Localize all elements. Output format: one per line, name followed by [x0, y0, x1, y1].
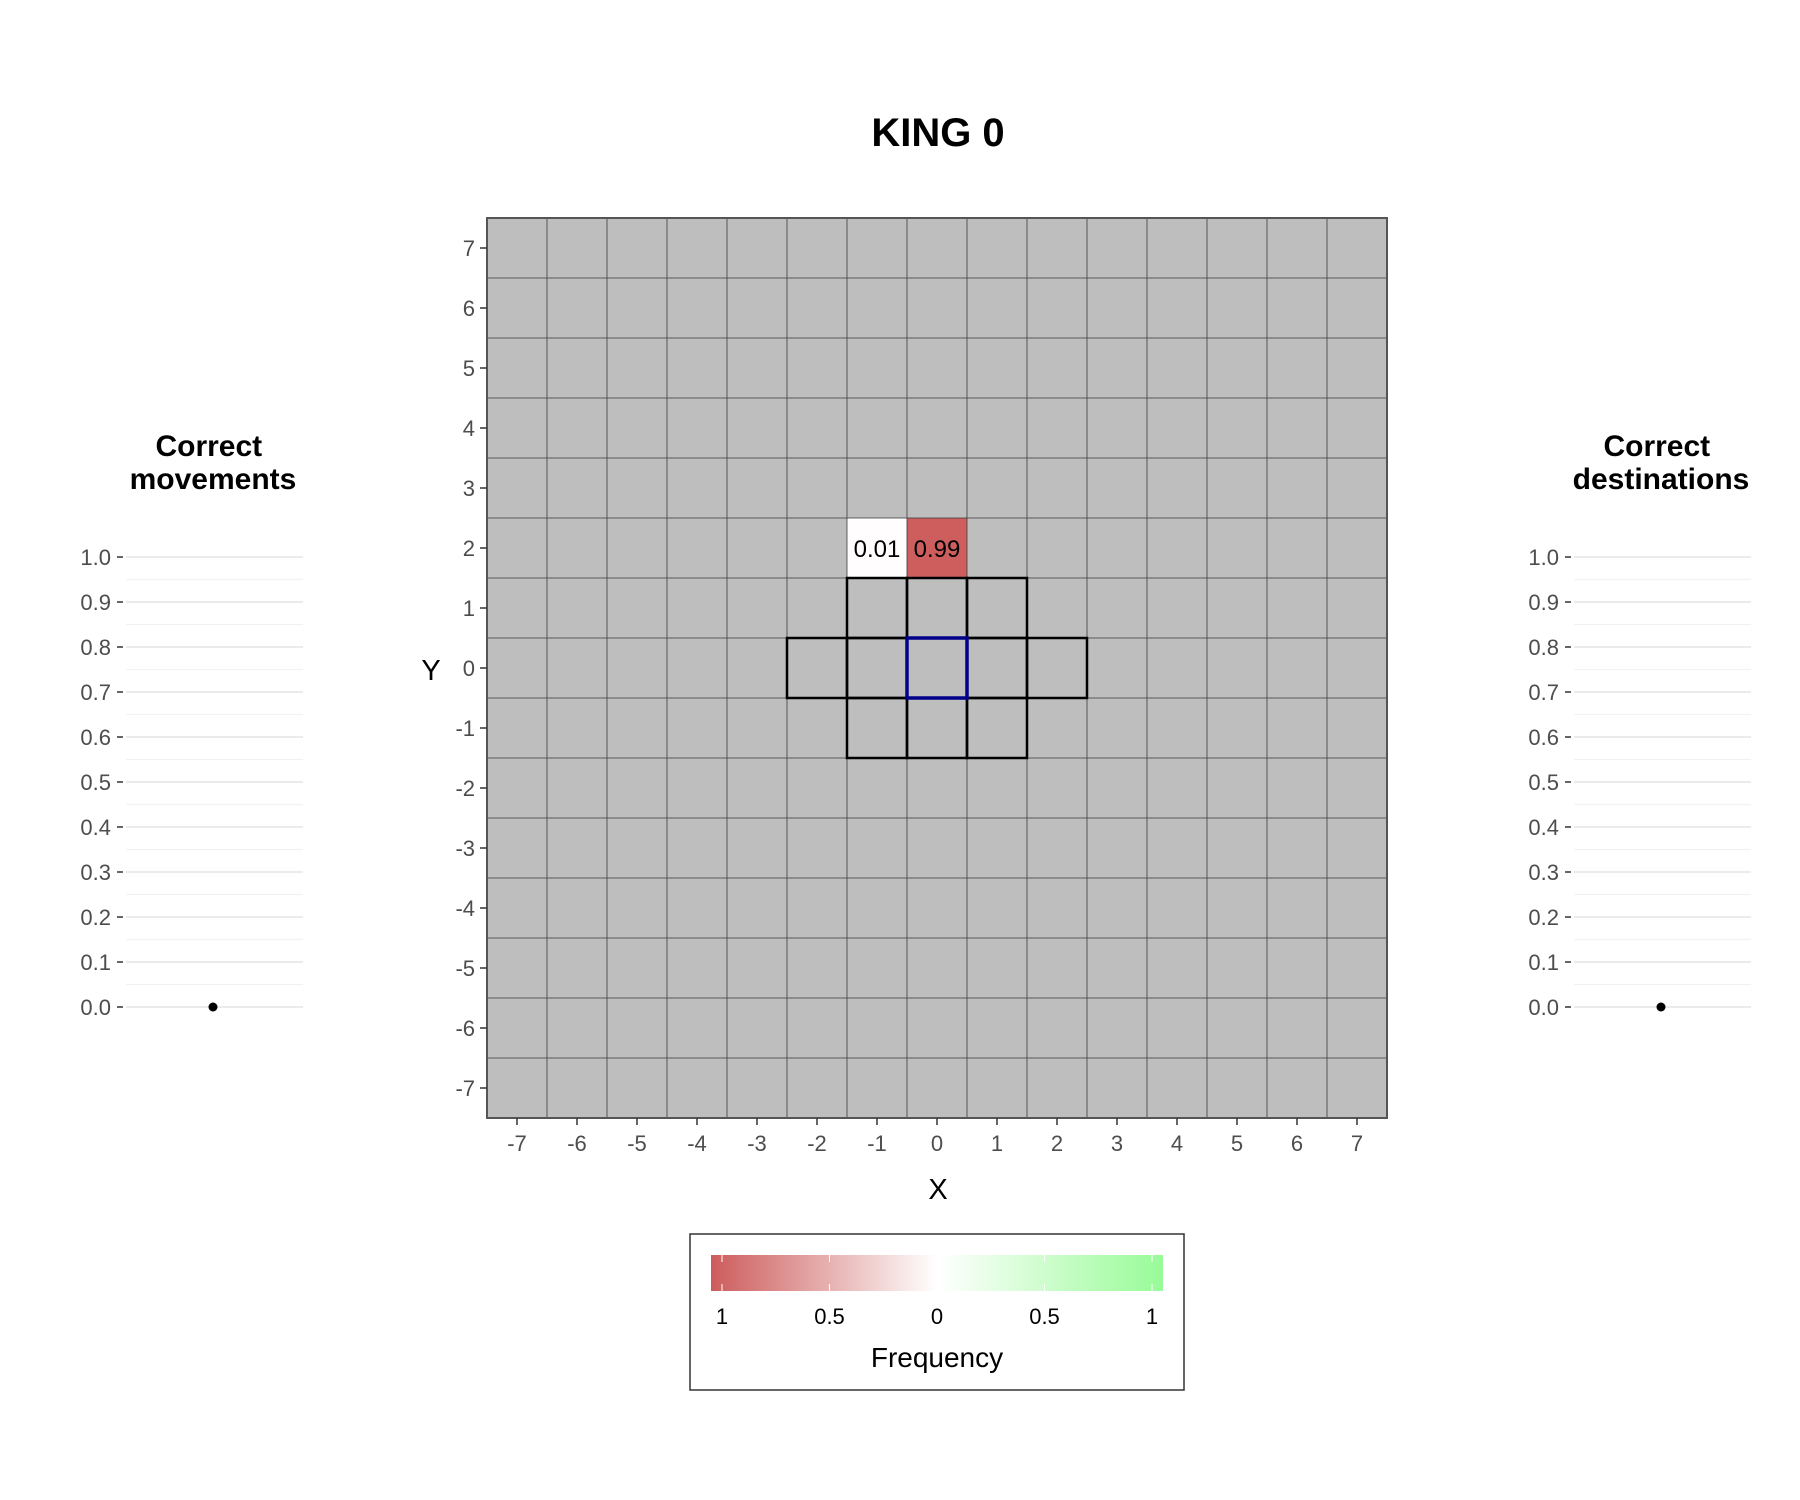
movements-title-line-2: movements — [130, 463, 297, 496]
x-tick-label: 1 — [991, 1131, 1003, 1156]
heatmap-background — [487, 218, 1387, 1118]
x-tick-label: -5 — [627, 1131, 647, 1156]
y-tick-label: 0.9 — [1528, 590, 1559, 615]
y-tick-label: 0.4 — [80, 815, 111, 840]
origin-cell-outline — [905, 636, 969, 700]
data-point — [208, 1002, 218, 1012]
legend: 1 0.5 0 0.5 1 Frequency — [689, 1233, 1185, 1391]
legend-tick-label: 0.5 — [814, 1304, 845, 1329]
y-tick-label: 0.0 — [1528, 995, 1559, 1020]
y-tick-label: 3 — [463, 476, 475, 501]
destinations-title-line-1: Correct — [1603, 430, 1710, 463]
legend-tick-label: 1 — [1146, 1304, 1158, 1329]
y-tick-label: 0.9 — [80, 590, 111, 615]
y-tick-label: 1.0 — [80, 545, 111, 570]
y-tick-label: 0.5 — [1528, 770, 1559, 795]
y-tick-label: -1 — [455, 716, 475, 741]
y-tick-label: -3 — [455, 836, 475, 861]
y-tick-label: 1 — [463, 596, 475, 621]
y-tick-label: 6 — [463, 296, 475, 321]
y-tick-label: -5 — [455, 956, 475, 981]
x-tick-label: 4 — [1171, 1131, 1183, 1156]
data-point — [1656, 1002, 1666, 1012]
heatmap-cell — [907, 518, 967, 578]
x-tick-label: -4 — [687, 1131, 707, 1156]
y-tick-label: -6 — [455, 1016, 475, 1041]
x-axis-label: X — [928, 1174, 947, 1206]
heatmap-cell-label: 0.99 — [914, 536, 961, 563]
y-tick-label: 0.6 — [1528, 725, 1559, 750]
y-tick-label: 5 — [463, 356, 475, 381]
movements-title-line-1: Correct — [155, 430, 262, 463]
y-tick-label: 0.3 — [80, 860, 111, 885]
y-tick-label: 0.2 — [80, 905, 111, 930]
y-tick-label: 4 — [463, 416, 475, 441]
y-tick-label: 0.6 — [80, 725, 111, 750]
y-tick-label: 0.1 — [80, 950, 111, 975]
movements-title: Correct movements — [130, 430, 297, 496]
legend-tick-label: 1 — [716, 1304, 728, 1329]
x-tick-label: -1 — [867, 1131, 887, 1156]
y-tick-label: 0.3 — [1528, 860, 1559, 885]
legend-title: Frequency — [871, 1342, 1003, 1373]
x-tick-label: 3 — [1111, 1131, 1123, 1156]
legend-tick-label: 0 — [931, 1304, 943, 1329]
main-title: KING 0 — [871, 111, 1004, 155]
x-tick-label: -6 — [567, 1131, 587, 1156]
x-tick-label: 7 — [1351, 1131, 1363, 1156]
y-tick-label: 0.0 — [80, 995, 111, 1020]
y-tick-label: 0.2 — [1528, 905, 1559, 930]
x-tick-label: 5 — [1231, 1131, 1243, 1156]
y-tick-label: 2 — [463, 536, 475, 561]
y-tick-label: 0.1 — [1528, 950, 1559, 975]
y-tick-label: -4 — [455, 896, 475, 921]
legend-tick-label: 0.5 — [1029, 1304, 1060, 1329]
y-tick-label: 0.5 — [80, 770, 111, 795]
legend-ticks: 1 0.5 0 0.5 1 — [716, 1255, 1158, 1329]
y-tick-label: 1.0 — [1528, 545, 1559, 570]
legal-move-outline — [965, 696, 1029, 760]
y-tick-label: 0.8 — [80, 635, 111, 660]
heatmap-cell-label: 0.01 — [854, 536, 901, 563]
x-tick-label: 0 — [931, 1131, 943, 1156]
destinations-panel: 1.0 0.9 0.8 0.7 0.6 0.5 0.4 0.3 0.2 0.1 0.0 — [1528, 545, 1751, 1020]
y-tick-label: 0.4 — [1528, 815, 1559, 840]
y-tick-label: 0 — [463, 656, 475, 681]
destinations-title: Correct destinations — [1573, 430, 1750, 496]
y-tick-label: 0.7 — [1528, 680, 1559, 705]
y-tick-label: 0.7 — [80, 680, 111, 705]
x-tick-label: -7 — [507, 1131, 527, 1156]
y-tick-label: -7 — [455, 1076, 475, 1101]
y-tick-label: 7 — [463, 236, 475, 261]
y-tick-label: 0.8 — [1528, 635, 1559, 660]
heatmap-panel: 0.01 0.99 -7 -6 -5 -4 -3 -2 -1 0 1 2 3 4 5 6 7 7 6 5 4 3 2 1 0 -1… — [455, 217, 1388, 1156]
destinations-title-line-2: destinations — [1573, 463, 1750, 496]
legal-move-outline — [1025, 636, 1089, 700]
x-tick-label: 2 — [1051, 1131, 1063, 1156]
x-tick-label: 6 — [1291, 1131, 1303, 1156]
y-tick-label: -2 — [455, 776, 475, 801]
heatmap-cell — [847, 518, 907, 578]
x-tick-label: -2 — [807, 1131, 827, 1156]
y-axis-label: Y — [421, 655, 440, 687]
movements-panel: 1.0 0.9 0.8 0.7 0.6 0.5 0.4 0.3 0.2 0.1 0.0 — [80, 545, 303, 1020]
x-tick-label: -3 — [747, 1131, 767, 1156]
